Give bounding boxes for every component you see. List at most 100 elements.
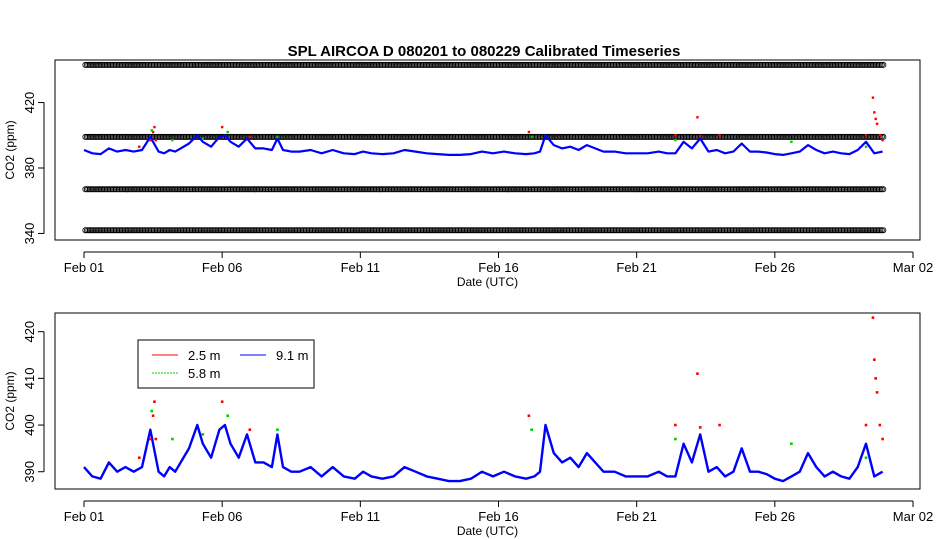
calibration-point xyxy=(837,186,844,193)
calibration-point xyxy=(866,133,873,140)
calibration-point xyxy=(307,61,314,68)
calibration-point xyxy=(810,61,817,68)
calibration-point xyxy=(158,186,165,193)
calibration-point xyxy=(500,133,507,140)
calibration-point xyxy=(308,133,315,140)
calibration-point xyxy=(752,61,759,68)
calibration-point xyxy=(538,227,545,234)
calibration-point xyxy=(667,61,674,68)
calibration-point xyxy=(497,227,504,234)
calibration-point xyxy=(410,133,417,140)
calibration-point xyxy=(720,133,727,140)
calibration-point xyxy=(234,227,241,234)
calibration-point xyxy=(263,133,270,140)
calibration-point xyxy=(746,61,753,68)
spike-point xyxy=(226,130,229,134)
calibration-point xyxy=(723,186,730,193)
calibration-point xyxy=(378,133,385,140)
series-point xyxy=(530,428,533,432)
calibration-point xyxy=(854,186,861,193)
calibration-point xyxy=(398,61,405,68)
calibration-point xyxy=(655,133,662,140)
calibration-point xyxy=(705,186,712,193)
calibration-point xyxy=(828,186,835,193)
calibration-point xyxy=(188,61,195,68)
calibration-point xyxy=(390,61,397,68)
calibration-point xyxy=(670,133,677,140)
calibration-point xyxy=(252,133,259,140)
calibration-point xyxy=(685,61,692,68)
calibration-point xyxy=(251,133,258,140)
calibration-point xyxy=(521,61,528,68)
calibration-point xyxy=(384,186,391,193)
calibration-point xyxy=(351,186,358,193)
calibration-point xyxy=(510,133,517,140)
calibration-point xyxy=(355,186,362,193)
calibration-point xyxy=(538,186,545,193)
calibration-point xyxy=(231,186,238,193)
calibration-point xyxy=(363,186,370,193)
calibration-point xyxy=(165,61,172,68)
calibration-point xyxy=(770,227,777,234)
calibration-point xyxy=(602,133,609,140)
calibration-point xyxy=(263,186,270,193)
calibration-point xyxy=(612,186,619,193)
calibration-point xyxy=(621,133,628,140)
calibration-point xyxy=(523,133,530,140)
calibration-point xyxy=(246,61,253,68)
calibration-point xyxy=(176,133,183,140)
calibration-point xyxy=(579,61,586,68)
calibration-point xyxy=(279,186,286,193)
calibration-point xyxy=(389,133,396,140)
calibration-point xyxy=(681,133,688,140)
calibration-point xyxy=(573,61,580,68)
calibration-point xyxy=(565,186,572,193)
calibration-point xyxy=(798,61,805,68)
calibration-point xyxy=(875,186,882,193)
calibration-point xyxy=(776,186,783,193)
legend-box xyxy=(137,339,315,389)
calibration-point xyxy=(466,61,473,68)
calibration-point xyxy=(266,133,273,140)
calibration-point xyxy=(830,61,837,68)
calibration-point xyxy=(93,61,100,68)
calibration-point xyxy=(168,227,175,234)
chart-title: SPL AIRCOA D 080201 to 080229 Calibrated… xyxy=(288,43,681,60)
calibration-point xyxy=(149,186,156,193)
calibration-point xyxy=(91,61,98,68)
calibration-point xyxy=(571,227,578,234)
calibration-point xyxy=(606,133,613,140)
calibration-point xyxy=(150,227,157,234)
calibration-point xyxy=(418,227,425,234)
calibration-point xyxy=(612,227,619,234)
calibration-point xyxy=(327,227,334,234)
calibration-point xyxy=(746,133,753,140)
calibration-point xyxy=(173,61,180,68)
calibration-point xyxy=(451,186,458,193)
calibration-point xyxy=(178,227,185,234)
calibration-point xyxy=(840,186,847,193)
calibration-point xyxy=(742,61,749,68)
calibration-point xyxy=(631,227,638,234)
calibration-point xyxy=(707,133,714,140)
calibration-point xyxy=(275,61,282,68)
calibration-point xyxy=(307,227,314,234)
calibration-point xyxy=(690,186,697,193)
calibration-point xyxy=(678,61,685,68)
calibration-point xyxy=(497,186,504,193)
calibration-point xyxy=(156,227,163,234)
calibration-point xyxy=(851,133,858,140)
calibration-point xyxy=(553,133,560,140)
calibration-point xyxy=(179,186,186,193)
calibration-point xyxy=(808,227,815,234)
calibration-point xyxy=(249,61,256,68)
calibration-point xyxy=(638,227,645,234)
calibration-point xyxy=(261,227,268,234)
calibration-point xyxy=(632,133,639,140)
calibration-point xyxy=(322,227,329,234)
calibration-point xyxy=(641,61,648,68)
calibration-point xyxy=(489,133,496,140)
calibration-point xyxy=(740,133,747,140)
calibration-point xyxy=(238,227,245,234)
calibration-point xyxy=(565,61,572,68)
